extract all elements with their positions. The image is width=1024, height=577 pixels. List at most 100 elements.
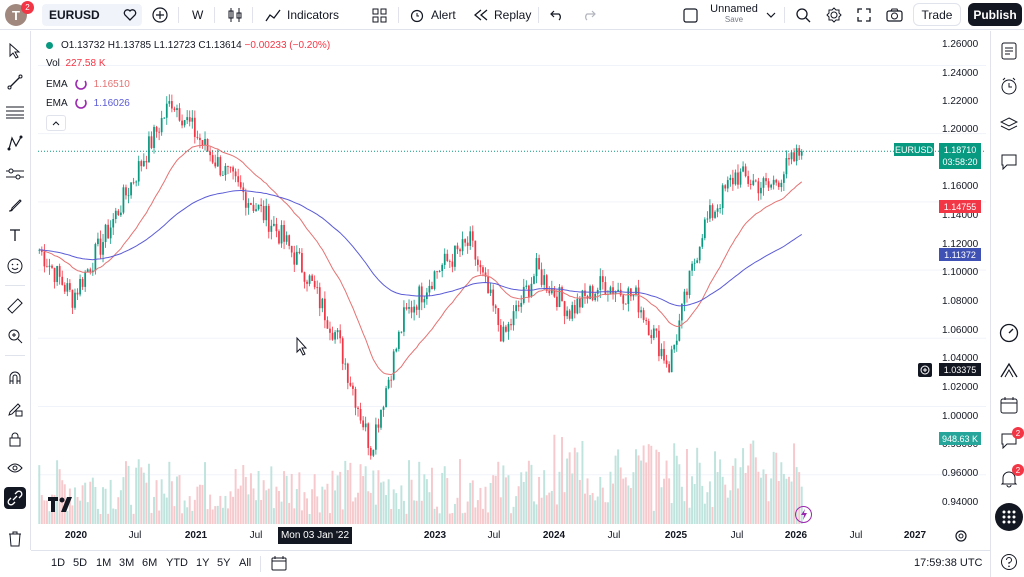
candle-body (295, 251, 298, 265)
loading-spinner-icon (74, 78, 87, 90)
ideas-icon[interactable] (998, 359, 1020, 381)
volume-bar (436, 506, 439, 524)
sync-link-icon[interactable] (4, 487, 26, 509)
range-ytd-button[interactable]: YTD (166, 557, 188, 569)
chevron-down-icon[interactable] (766, 0, 776, 30)
zoom-in-icon[interactable] (4, 325, 26, 347)
calendar-icon[interactable] (998, 394, 1020, 416)
lock-pencil-icon[interactable] (4, 398, 26, 420)
volume-bar (316, 496, 319, 524)
candle-body (601, 276, 604, 283)
add-plus-icon[interactable] (918, 363, 932, 377)
brush-icon[interactable] (4, 194, 26, 216)
volume-bar (331, 470, 334, 524)
volume-bar (571, 473, 574, 524)
text-icon[interactable] (4, 224, 26, 246)
layout-name-button[interactable]: Unnamed Save (707, 3, 761, 27)
range-6m-button[interactable]: 6M (142, 557, 158, 569)
emoji-icon[interactable] (4, 255, 26, 277)
candle-body (326, 320, 329, 329)
redo-icon[interactable] (582, 0, 596, 30)
candles-icon[interactable] (228, 0, 242, 30)
candle-body (209, 151, 211, 156)
tradingview-logo-icon[interactable] (48, 497, 76, 517)
replay-button[interactable]: Replay (474, 0, 531, 30)
prediction-icon[interactable] (4, 163, 26, 185)
fib-retracement-icon[interactable] (4, 101, 26, 123)
volume-bar (367, 491, 370, 524)
candle-body (558, 287, 561, 308)
volume-legend[interactable]: Vol 227.58 K (46, 58, 106, 69)
volume-bar (683, 501, 686, 524)
range-5y-button[interactable]: 5Y (217, 557, 231, 569)
volume-bar (321, 486, 324, 524)
help-icon[interactable] (998, 551, 1020, 573)
lightning-icon[interactable] (795, 506, 812, 523)
collapse-legend-button[interactable] (46, 115, 66, 131)
symbol-search[interactable]: EURUSD (42, 4, 142, 26)
candle-body (186, 117, 189, 121)
ruler-icon[interactable] (4, 295, 26, 317)
alerts-clock-icon[interactable] (998, 75, 1020, 97)
price-chart[interactable] (38, 32, 986, 548)
publish-button[interactable]: Publish (968, 3, 1022, 26)
trend-line-icon[interactable] (4, 71, 26, 93)
undo-icon[interactable] (550, 0, 564, 30)
indicators-button[interactable]: Indicators (265, 0, 339, 30)
layers-icon[interactable] (998, 114, 1020, 136)
apps-grid-icon[interactable] (995, 503, 1023, 531)
time-tick-label: Jul (849, 530, 863, 541)
goto-date-icon[interactable] (271, 555, 287, 576)
trash-icon[interactable] (4, 528, 26, 550)
range-all-button[interactable]: All (239, 557, 252, 569)
range-5d-button[interactable]: 5D (73, 557, 88, 569)
volume-bar (734, 458, 737, 524)
candle-body (280, 224, 283, 244)
quick-search-icon[interactable] (795, 0, 811, 30)
fullscreen-icon[interactable] (857, 0, 871, 30)
checkbox-icon[interactable] (683, 0, 698, 30)
volume-bar (614, 455, 617, 524)
chat-icon[interactable] (998, 151, 1020, 173)
price-tick-label: 1.12000 (942, 239, 979, 250)
utc-clock[interactable]: 17:59:38 UTC (914, 557, 983, 569)
volume-bar (474, 507, 477, 524)
notifications-bell-icon[interactable] (998, 468, 1020, 490)
candle-body (760, 187, 762, 194)
candle-body (688, 270, 691, 296)
interval-button[interactable]: W (192, 0, 203, 30)
lock-icon[interactable] (4, 428, 26, 450)
pattern-icon[interactable] (4, 132, 26, 154)
eye-icon[interactable] (4, 457, 26, 479)
add-symbol-icon[interactable] (152, 0, 168, 30)
volume-bar (142, 472, 145, 524)
range-1y-button[interactable]: 1Y (196, 557, 210, 569)
candle-body (229, 166, 232, 168)
cursor-icon[interactable] (4, 40, 26, 62)
watchlist-icon[interactable] (998, 40, 1020, 62)
volume-bar (591, 492, 594, 524)
candle-body (150, 136, 153, 148)
camera-icon[interactable] (886, 0, 903, 30)
magnet-icon[interactable] (4, 367, 26, 389)
candle-body (502, 326, 505, 342)
candle-body (724, 185, 727, 189)
range-3m-button[interactable]: 3M (119, 557, 135, 569)
axis-settings-icon[interactable] (954, 529, 968, 548)
candle-body (247, 203, 250, 208)
volume-bar (795, 467, 798, 524)
ema-fast-legend[interactable]: EMA 1.16510 (46, 77, 130, 91)
heart-icon[interactable] (123, 0, 137, 30)
chart-pane[interactable] (38, 32, 986, 548)
layouts-icon[interactable] (372, 0, 387, 30)
alert-button[interactable]: Alert (409, 0, 456, 30)
ema-slow-legend[interactable]: EMA 1.16026 (46, 96, 130, 110)
candle-body (428, 285, 431, 293)
signal-icon[interactable] (998, 322, 1020, 344)
range-1d-button[interactable]: 1D (51, 557, 66, 569)
candle-body (405, 307, 408, 309)
trade-button[interactable]: Trade (913, 3, 961, 26)
settings-gear-icon[interactable] (826, 0, 842, 30)
candle-body (321, 298, 324, 309)
range-1m-button[interactable]: 1M (96, 557, 112, 569)
